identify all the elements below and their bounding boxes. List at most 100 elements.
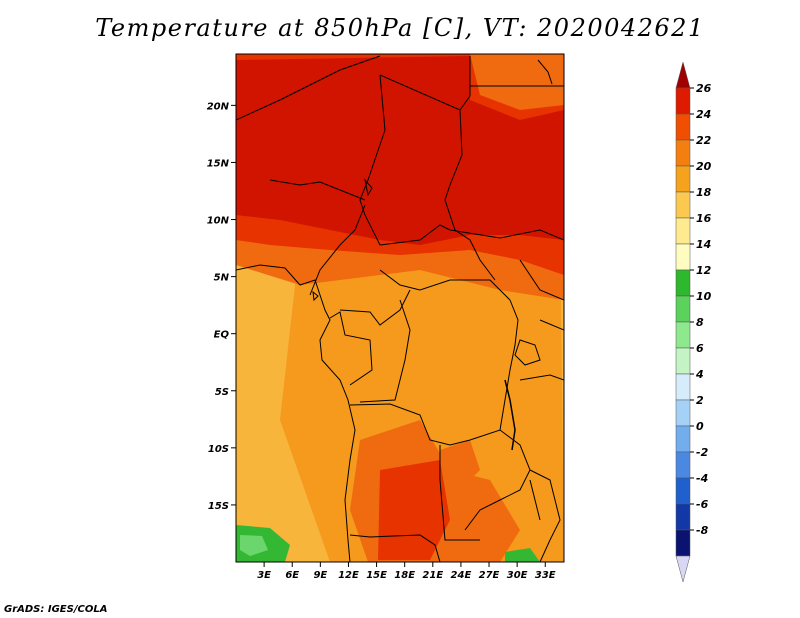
lon-tick-label: 18E <box>394 570 415 581</box>
border-drc-west <box>359 299 411 403</box>
colorbar-swatch <box>675 217 691 245</box>
lon-tick-label: 15E <box>366 570 387 581</box>
field-22c-southeast <box>440 440 480 490</box>
border-niger-chad <box>359 74 386 216</box>
field-12c-se <box>505 548 540 562</box>
colorbar-swatch <box>675 295 691 323</box>
coastline <box>236 264 356 562</box>
lat-tick-label: 15S <box>208 501 229 512</box>
field-20c <box>280 210 564 562</box>
border-angola-north <box>349 403 471 446</box>
colorbar-swatch <box>675 399 691 427</box>
lon-tick-label: 30E <box>507 570 528 581</box>
lon-tick-label: 3E <box>257 570 271 581</box>
border-angola-zambia <box>439 445 480 541</box>
colorbar-label: -4 <box>696 472 708 485</box>
colorbar-label: 16 <box>696 212 712 225</box>
map-frame <box>235 53 565 563</box>
colorbar-swatch <box>675 139 691 167</box>
field-10c-sw <box>240 535 268 556</box>
lat-tick-label: 15N <box>207 158 230 169</box>
border-nigeria-north <box>269 179 366 201</box>
border-kenya <box>539 319 564 331</box>
border-zambia <box>464 429 531 531</box>
colorbar-swatch <box>675 451 691 479</box>
lat-tick-label: EQ <box>214 330 230 341</box>
colorbar-label: -8 <box>696 524 709 537</box>
lon-tick-label: 27E <box>479 570 500 581</box>
colorbar-cap-top <box>675 61 691 89</box>
border-namibia <box>349 534 441 562</box>
border-tanzania <box>519 374 564 381</box>
country-borders <box>236 55 564 562</box>
field-24c-south <box>378 460 450 560</box>
colorbar-label: 22 <box>696 134 712 147</box>
border-sudan-ss <box>449 229 564 241</box>
border-cameroon-congo <box>339 289 411 326</box>
colorbar-label: 2 <box>696 394 704 407</box>
colorbar-label: 20 <box>696 160 712 173</box>
border-car-south <box>379 269 511 301</box>
lat-tick-label: 10N <box>207 216 230 227</box>
field-ne-corner <box>470 54 564 110</box>
island-bioko <box>312 290 319 302</box>
border-niger-algeria <box>236 55 381 121</box>
lake-tanganyika <box>504 379 516 451</box>
colorbar-label: 26 <box>696 82 712 95</box>
temperature-field <box>236 54 564 562</box>
lon-tick-label: 21E <box>422 570 443 581</box>
colorbar-label: -6 <box>696 498 709 511</box>
colorbar-swatch <box>675 165 691 193</box>
colorbar-swatch <box>675 529 691 557</box>
colorbar-swatch <box>675 321 691 349</box>
colorbar-swatch <box>675 113 691 141</box>
colorbar-label: 14 <box>696 238 711 251</box>
lat-tick-label: 5S <box>215 387 229 398</box>
colorbar-label: -2 <box>696 446 709 459</box>
latitude-axis: 20N 15N 10N 5N EQ 5S 10S 15S <box>207 101 236 512</box>
border-ethiopia <box>519 259 564 301</box>
credit-text: GrADS: IGES/COLA <box>4 604 108 615</box>
border-drc-east <box>499 299 519 431</box>
colorbar-swatch <box>675 503 691 531</box>
lake-chad <box>364 178 373 197</box>
colorbar-swatch <box>675 269 691 297</box>
colorbar-swatch <box>675 191 691 219</box>
border-car-north <box>364 214 451 246</box>
lat-tick-label: 5N <box>214 273 230 284</box>
colorbar-cap-bottom <box>675 555 691 583</box>
chart-title: Temperature at 850hPa [C], VT: 202004262… <box>95 14 705 42</box>
longitude-axis: 3E 6E 9E 12E 15E 18E 21E 24E 27E 30E 33E <box>257 562 556 581</box>
colorbar-label: 10 <box>696 290 712 303</box>
colorbar-swatch <box>675 373 691 401</box>
border-chad-sudan <box>444 109 496 281</box>
lat-tick-label: 10S <box>208 444 229 455</box>
lake-victoria <box>514 339 541 366</box>
colorbar-swatch <box>675 87 691 115</box>
colorbar-label: 12 <box>696 264 712 277</box>
colorbar-label: 0 <box>696 420 704 433</box>
colorbar-swatch <box>675 425 691 453</box>
border-nigeria-east <box>309 204 366 296</box>
lon-tick-label: 24E <box>451 570 472 581</box>
colorbar-label: 8 <box>696 316 704 329</box>
border-chad-libya <box>379 56 471 111</box>
colorbar-label: 6 <box>696 342 704 355</box>
lon-tick-label: 9E <box>313 570 327 581</box>
colorbar-label: 24 <box>696 108 711 121</box>
lake-malawi <box>529 479 541 521</box>
lon-tick-label: 12E <box>338 570 359 581</box>
lon-tick-label: 33E <box>535 570 556 581</box>
colorbar-swatch <box>675 347 691 375</box>
colorbar-label: 4 <box>695 368 704 381</box>
colorbar-swatch <box>675 243 691 271</box>
lon-tick-label: 6E <box>285 570 299 581</box>
colorbar-swatch <box>675 477 691 505</box>
colorbar-label: 18 <box>696 186 712 199</box>
border-gabon <box>329 311 373 386</box>
lat-tick-label: 20N <box>207 101 230 112</box>
field-26c-core <box>236 56 564 245</box>
red-sea-coast <box>537 59 553 85</box>
